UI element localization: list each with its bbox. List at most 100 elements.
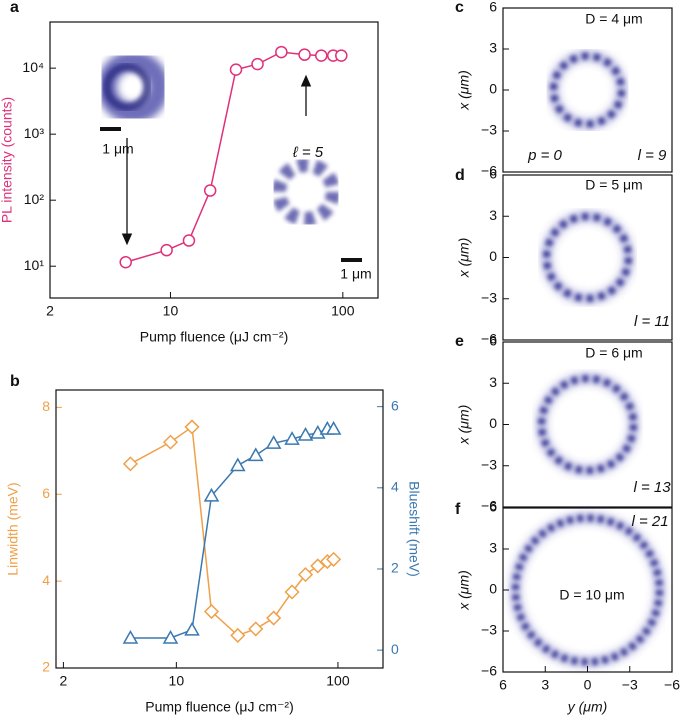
y-tick-label: 6 (489, 333, 497, 349)
y-axis-label: Linwidth (meV) (5, 482, 21, 575)
x-axis-label: y (μm) (567, 699, 608, 715)
marker (251, 57, 264, 71)
y-tick-label: −3 (481, 289, 497, 305)
y-axis-label: x (μm) (456, 405, 472, 446)
panel-label: e (455, 333, 464, 350)
y-tick-label: −3 (481, 456, 497, 472)
x-tick-label: 2 (46, 303, 54, 319)
annotation: D = 4 μm (585, 11, 642, 27)
plot-frame (55, 389, 384, 669)
ring (550, 52, 625, 128)
y-axis-label: x (μm) (456, 570, 472, 611)
plot-frame (502, 507, 673, 673)
plot-frame (502, 341, 673, 508)
marker (184, 621, 200, 636)
x-axis-label: Pump fluence (μJ cm⁻²) (140, 329, 289, 345)
y2-axis-label: Blueshift (meV) (406, 481, 422, 577)
marker (184, 419, 200, 435)
marker (265, 435, 282, 449)
x-tick-label: −6 (664, 677, 680, 693)
ring (543, 213, 632, 302)
series-line (130, 425, 334, 637)
annotation: D = 6 μm (585, 345, 642, 361)
y-tick-label: 0 (489, 415, 497, 431)
annotation: p = 0 (527, 147, 562, 164)
y2-tick-label: 6 (391, 397, 399, 413)
marker (297, 427, 314, 441)
marker (162, 434, 179, 450)
annotation: l = 11 (634, 313, 670, 330)
series-line (130, 428, 334, 639)
panel-label: b (10, 373, 20, 390)
y-tick-label: 8 (42, 398, 50, 414)
x-tick-label: 2 (59, 673, 67, 689)
x-axis-label: Pump fluence (μJ cm⁻²) (145, 699, 294, 715)
y-tick-label: −6 (481, 163, 497, 179)
marker (122, 629, 139, 644)
annotation: l = 13 (633, 479, 671, 496)
marker (182, 234, 196, 247)
y-tick-label: 10² (24, 191, 45, 207)
marker (326, 551, 342, 567)
y2-tick-label: 0 (391, 641, 399, 657)
annotation: 1 μm (340, 266, 371, 282)
y-tick-label: −6 (481, 498, 497, 514)
y-tick-label: 3 (489, 374, 497, 390)
y2-tick-label: 4 (391, 479, 399, 495)
y-tick-label: 6 (489, 0, 497, 15)
marker (203, 487, 220, 502)
annotation: l = 9 (638, 147, 667, 164)
marker (122, 456, 139, 472)
y-tick-label: −6 (481, 331, 497, 347)
marker (248, 621, 264, 637)
x-tick-label: 10 (163, 303, 179, 319)
ring (512, 514, 663, 666)
insets (97, 51, 362, 262)
y-tick-label: 2 (42, 659, 50, 675)
panel-label: c (455, 0, 464, 16)
panel-label: a (10, 0, 19, 16)
y-tick-label: 10³ (24, 125, 45, 141)
x-tick-label: 100 (326, 673, 350, 689)
x-tick-label: 10 (169, 673, 185, 689)
x-tick-label: 0 (584, 677, 592, 693)
y-tick-label: 3 (489, 40, 497, 56)
x-tick-label: −3 (622, 677, 638, 693)
plot-frame (49, 21, 379, 299)
marker (298, 48, 311, 61)
y2-tick-label: 2 (391, 560, 399, 576)
x-tick-label: 3 (541, 677, 549, 693)
y-tick-label: −3 (481, 622, 497, 638)
marker (203, 184, 217, 197)
marker (230, 457, 246, 472)
marker (230, 627, 246, 643)
marker (275, 45, 288, 59)
marker (335, 49, 348, 62)
marker (266, 610, 282, 626)
annotation: D = 5 μm (585, 177, 642, 193)
marker (325, 420, 342, 435)
panel-label: d (455, 167, 465, 184)
y-tick-label: 3 (489, 540, 497, 556)
y-axis-label: PL intensity (counts) (0, 97, 15, 223)
y-tick-label: 6 (489, 166, 497, 182)
plot-frame (502, 174, 673, 341)
y-tick-label: 10⁴ (22, 59, 44, 75)
y-tick-label: 0 (489, 81, 497, 97)
marker (203, 603, 220, 620)
panel-label: f (455, 501, 461, 518)
marker (284, 584, 300, 600)
marker (247, 447, 264, 462)
annotation: 1 μm (102, 141, 133, 157)
y-tick-label: 6 (42, 485, 50, 501)
plot-frame (502, 7, 673, 173)
y-tick-label: 4 (42, 572, 50, 588)
y-axis-label: x (μm) (456, 238, 472, 279)
y-tick-label: −6 (481, 663, 497, 679)
annotation: D = 10 μm (559, 587, 624, 603)
annotation: ℓ = 5 (292, 144, 324, 161)
x-tick-label: 100 (331, 303, 355, 319)
marker (297, 567, 314, 583)
marker (229, 63, 243, 76)
